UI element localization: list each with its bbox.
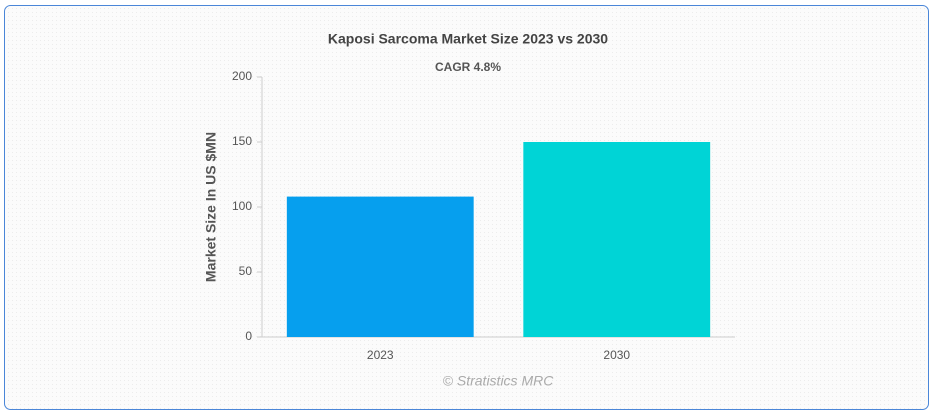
bar: [523, 142, 711, 337]
y-tick-label: 50: [239, 264, 253, 278]
y-tick-label: 200: [232, 69, 252, 83]
y-axis-label: Market Size In US $MN: [203, 132, 219, 282]
y-tick-label: 150: [232, 134, 252, 148]
y-tick-label: 100: [232, 199, 252, 213]
watermark: © Stratistics MRC: [443, 373, 555, 389]
y-tick-label: 0: [245, 329, 252, 343]
chart-subtitle: CAGR 4.8%: [435, 60, 501, 74]
x-tick-label: 2030: [603, 348, 630, 362]
bar: [286, 196, 474, 337]
chart-title: Kaposi Sarcoma Market Size 2023 vs 2030: [328, 31, 608, 47]
x-tick-label: 2023: [367, 348, 394, 362]
